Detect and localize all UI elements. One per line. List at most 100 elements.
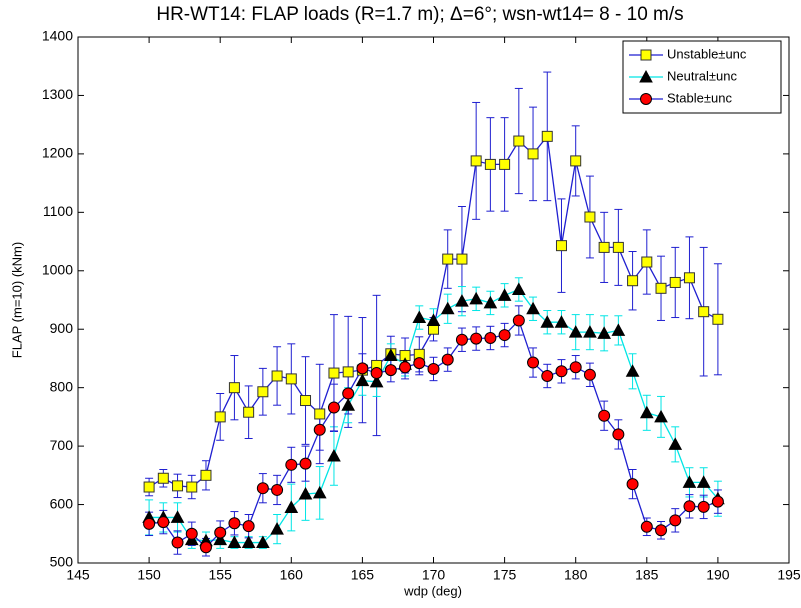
data-point [597, 326, 611, 339]
x-tick-label: 150 [137, 567, 161, 583]
data-point [199, 541, 212, 554]
data-point [342, 387, 355, 400]
data-point [312, 485, 327, 499]
data-point [541, 369, 554, 382]
data-point [555, 240, 567, 252]
y-tick-label: 1200 [42, 145, 73, 161]
data-point [484, 158, 496, 170]
legend-marker [640, 49, 652, 61]
legend-label: Stable±unc [667, 90, 732, 105]
data-point [214, 526, 227, 539]
data-point [626, 478, 639, 491]
data-point [299, 457, 312, 470]
y-tick-label: 500 [50, 554, 74, 570]
data-point [611, 323, 626, 336]
data-point [327, 401, 340, 414]
data-point [171, 536, 184, 549]
x-tick-label: 195 [777, 567, 801, 583]
data-point [341, 398, 356, 411]
data-point [228, 517, 241, 530]
data-point [228, 382, 240, 394]
x-tick-label: 180 [564, 567, 588, 583]
chart-title: HR-WT14: FLAP loads (R=1.7 m); Δ=6°; wsn… [156, 4, 683, 25]
data-point [440, 301, 455, 315]
data-point [498, 329, 511, 342]
data-point [512, 314, 525, 327]
data-point [427, 362, 440, 375]
data-point [527, 148, 539, 160]
data-point [696, 475, 711, 488]
data-point [712, 313, 724, 325]
data-point [483, 295, 498, 309]
data-point [456, 253, 468, 265]
data-point [384, 364, 397, 377]
data-point [570, 155, 582, 167]
data-point [157, 472, 169, 484]
data-point [683, 500, 696, 513]
y-axis-label: FLAP (m=10) (kNm) [9, 242, 24, 358]
data-point [355, 373, 370, 387]
data-point [157, 516, 170, 529]
x-tick-label: 160 [280, 567, 304, 583]
data-point [298, 486, 313, 500]
y-tick-label: 700 [50, 437, 74, 453]
data-point [469, 291, 484, 305]
y-tick-label: 1400 [42, 28, 73, 44]
data-point [369, 374, 384, 388]
data-point [356, 362, 369, 375]
data-point [426, 313, 441, 326]
data-point [300, 395, 312, 407]
data-point [583, 325, 597, 338]
legend-label: Unstable±unc [667, 46, 747, 61]
legend-marker [640, 93, 652, 105]
data-point [698, 306, 710, 318]
data-point [213, 532, 228, 546]
x-tick-label: 190 [706, 567, 730, 583]
data-point [241, 535, 256, 549]
data-point [399, 361, 412, 374]
y-tick-label: 1100 [43, 203, 73, 219]
y-tick-label: 1000 [42, 261, 73, 277]
data-point [555, 365, 568, 378]
data-point [612, 428, 625, 441]
data-point [697, 500, 710, 513]
data-point [470, 332, 483, 345]
data-point [455, 333, 468, 346]
data-point [285, 373, 297, 385]
data-point [641, 256, 653, 268]
x-tick-label: 145 [66, 567, 90, 583]
data-point [284, 500, 299, 513]
data-point [256, 535, 270, 549]
data-point [313, 423, 326, 436]
data-point [170, 510, 185, 523]
data-point [655, 524, 668, 537]
data-point [243, 406, 255, 418]
data-point [711, 495, 724, 508]
data-point [383, 348, 398, 362]
data-point [412, 310, 427, 324]
data-point [568, 325, 583, 338]
x-tick-label: 165 [351, 567, 375, 583]
data-point [185, 527, 198, 540]
legend-marker [639, 69, 653, 83]
data-point [200, 469, 212, 481]
y-tick-label: 900 [50, 320, 74, 336]
data-point [271, 370, 283, 382]
data-point [441, 353, 454, 366]
data-point [639, 405, 654, 419]
data-point [526, 301, 540, 315]
legend-label: Neutral±unc [667, 68, 738, 83]
data-point [242, 520, 255, 533]
data-point [342, 366, 354, 378]
data-point [327, 449, 341, 462]
data-point [655, 282, 667, 294]
y-tick-label: 1300 [42, 86, 73, 102]
data-point [470, 155, 482, 167]
x-tick-label: 155 [209, 567, 233, 583]
plot-area [77, 36, 790, 564]
data-point [227, 535, 242, 549]
data-point [484, 331, 497, 344]
data-point [625, 364, 640, 377]
data-point [540, 315, 555, 328]
